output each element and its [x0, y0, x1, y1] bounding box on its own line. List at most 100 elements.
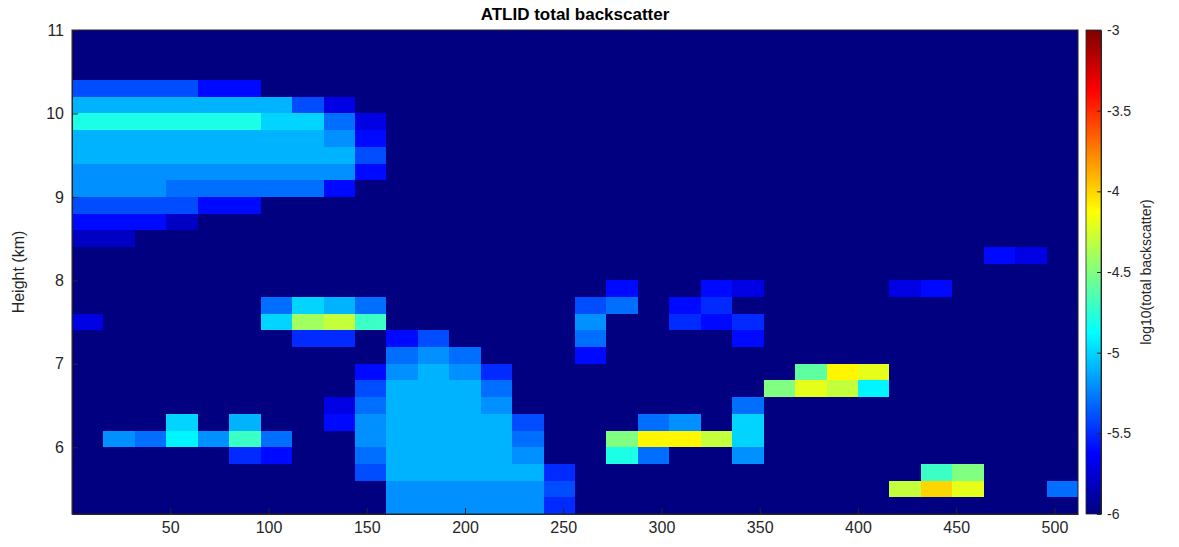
cell: [795, 197, 827, 214]
cell: [921, 230, 953, 247]
cell: [575, 47, 607, 64]
cell: [575, 380, 607, 397]
tick: 6: [55, 439, 78, 456]
cell: [135, 347, 167, 364]
cell: [72, 30, 104, 47]
cell: [575, 130, 607, 147]
cell: [1047, 47, 1078, 64]
cell: [1047, 330, 1078, 347]
cell: [103, 380, 135, 397]
cell: [889, 63, 921, 80]
cell: [606, 164, 638, 181]
cell: [198, 280, 230, 297]
cell: [1047, 97, 1078, 114]
cell: [324, 364, 356, 381]
cell: [292, 264, 324, 281]
cell: [355, 314, 387, 331]
cell: [669, 314, 701, 331]
cell: [984, 113, 1016, 130]
cell: [827, 164, 859, 181]
cell: [261, 80, 293, 97]
cell: [324, 113, 356, 130]
cell: [324, 214, 356, 231]
cell: [795, 364, 827, 381]
tick: 100: [256, 508, 283, 536]
cell: [764, 230, 796, 247]
cell: [827, 30, 859, 47]
cell: [292, 330, 324, 347]
cell: [512, 464, 544, 481]
cell: [1047, 130, 1078, 147]
tick-mark: [170, 508, 171, 514]
cell: [512, 63, 544, 80]
cell: [103, 497, 135, 514]
cell: [921, 63, 953, 80]
cell: [166, 414, 198, 431]
cell: [638, 314, 670, 331]
cell: [764, 80, 796, 97]
cell: [198, 464, 230, 481]
cell: [198, 164, 230, 181]
cell: [764, 130, 796, 147]
cell: [889, 197, 921, 214]
cell: [324, 147, 356, 164]
cell: [606, 414, 638, 431]
cell: [135, 497, 167, 514]
cell: [229, 464, 261, 481]
cell: [732, 63, 764, 80]
cell: [827, 497, 859, 514]
cell: [418, 497, 450, 514]
cell: [1047, 347, 1078, 364]
cell: [921, 497, 953, 514]
chart: 5010015020025030035040045050067891011ATL…: [0, 0, 1179, 547]
cell: [1015, 414, 1047, 431]
cell: [827, 264, 859, 281]
cell: [764, 297, 796, 314]
cell: [355, 297, 387, 314]
cell: [701, 297, 733, 314]
cell: [481, 497, 513, 514]
cell: [638, 230, 670, 247]
y-axis: 67891011: [46, 22, 78, 515]
cell: [732, 164, 764, 181]
cell: [764, 314, 796, 331]
cell: [198, 180, 230, 197]
cell: [1047, 247, 1078, 264]
cell: [166, 280, 198, 297]
cell: [889, 280, 921, 297]
cell: [1015, 364, 1047, 381]
cell: [638, 164, 670, 181]
cell: [921, 264, 953, 281]
cell: [952, 197, 984, 214]
cell: [1047, 280, 1078, 297]
cell: [575, 497, 607, 514]
cell: [606, 380, 638, 397]
cell: [229, 80, 261, 97]
cell: [575, 297, 607, 314]
cell: [732, 47, 764, 64]
cell: [355, 330, 387, 347]
cell: [418, 180, 450, 197]
cell: [889, 113, 921, 130]
cell: [418, 80, 450, 97]
cell: [921, 180, 953, 197]
cell: [135, 63, 167, 80]
cell: [355, 197, 387, 214]
cell: [889, 447, 921, 464]
tick-mark: [1097, 191, 1101, 192]
cell: [292, 97, 324, 114]
tick-mark: [760, 508, 761, 514]
cell: [72, 380, 104, 397]
cell: [827, 180, 859, 197]
cell: [952, 397, 984, 414]
cell: [512, 397, 544, 414]
cell: [889, 97, 921, 114]
tick: -4: [1097, 183, 1120, 199]
cell: [575, 280, 607, 297]
cell: [481, 397, 513, 414]
cell: [1015, 380, 1047, 397]
cell: [512, 180, 544, 197]
cell: [1015, 180, 1047, 197]
cell: [606, 247, 638, 264]
cell: [481, 380, 513, 397]
